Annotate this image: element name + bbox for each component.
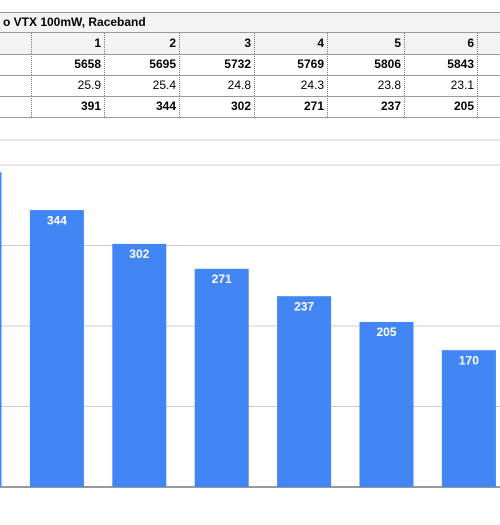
bar [194, 268, 249, 487]
bar-value-label: 344 [47, 213, 67, 227]
column-header: 6 [405, 32, 478, 54]
bar [277, 296, 332, 487]
data-cell: 25.4 [105, 75, 180, 96]
bar-value-label: 205 [376, 325, 396, 339]
data-cell [478, 54, 500, 75]
row-border [0, 117, 500, 118]
row-border [0, 75, 500, 76]
column-header: 4 [255, 32, 328, 54]
row-label-cell [0, 54, 32, 75]
column-header: 1 [32, 32, 105, 54]
bar [112, 243, 167, 487]
data-cell: 5843 [405, 54, 478, 75]
data-cell: 5695 [105, 54, 180, 75]
bar-value-label: 302 [129, 247, 149, 261]
data-cell: 5769 [255, 54, 328, 75]
column-header: 2 [105, 32, 180, 54]
bar [441, 350, 496, 487]
bar-value-label: 170 [459, 353, 479, 367]
data-cell: 24.8 [180, 75, 255, 96]
data-cell: 237 [328, 96, 405, 117]
data-cell: 23.8 [328, 75, 405, 96]
row-border [0, 54, 500, 55]
data-cell: 23.1 [405, 75, 478, 96]
column-header: 3 [180, 32, 255, 54]
row-label-cell [0, 75, 32, 96]
data-cell: 271 [255, 96, 328, 117]
data-cell: 205 [405, 96, 478, 117]
bar [359, 321, 414, 487]
sheet-title: o VTX 100mW, Raceband [0, 12, 500, 32]
row-border [0, 12, 500, 13]
row-border [0, 96, 500, 97]
data-cell: 24.3 [255, 75, 328, 96]
bar [0, 172, 2, 487]
data-cell: 344 [105, 96, 180, 117]
row-label-cell [0, 96, 32, 117]
data-cell: 5732 [180, 54, 255, 75]
bar [29, 210, 84, 487]
data-cell [478, 32, 500, 54]
data-cell: 25.9 [32, 75, 105, 96]
bar-value-label: 237 [294, 299, 314, 313]
data-cell [478, 75, 500, 96]
data-cell: 5806 [328, 54, 405, 75]
data-cell: 5658 [32, 54, 105, 75]
data-cell [478, 96, 500, 117]
row-border [0, 32, 500, 33]
bar-value-label: 271 [212, 272, 232, 286]
data-cell: 391 [32, 96, 105, 117]
column-header: 5 [328, 32, 405, 54]
row-label-cell [0, 32, 32, 54]
data-cell: 302 [180, 96, 255, 117]
